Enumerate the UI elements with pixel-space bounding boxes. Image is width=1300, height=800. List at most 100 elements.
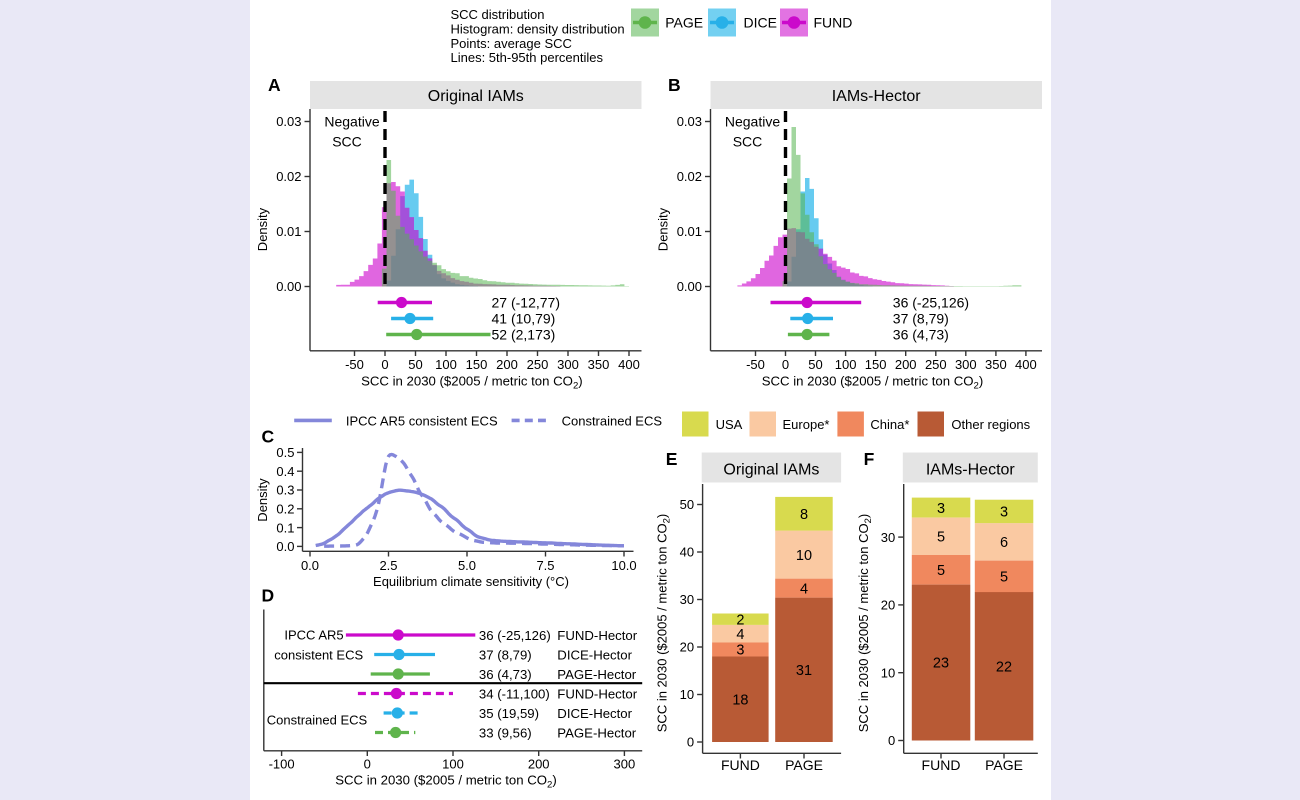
- svg-text:DICE: DICE: [744, 15, 777, 31]
- svg-text:D: D: [262, 585, 275, 605]
- svg-text:PAGE: PAGE: [985, 757, 1023, 773]
- svg-text:SCC: SCC: [733, 134, 763, 150]
- svg-text:SCC in 2030 ($2005 / metric to: SCC in 2030 ($2005 / metric ton CO2): [361, 374, 583, 392]
- svg-text:FUND: FUND: [814, 15, 853, 31]
- svg-text:20: 20: [881, 598, 895, 613]
- svg-text:20: 20: [680, 640, 694, 655]
- svg-text:consistent ECS: consistent ECS: [274, 647, 363, 662]
- svg-text:FUND-Hector: FUND-Hector: [557, 686, 637, 701]
- svg-text:IAMs-Hector: IAMs-Hector: [926, 462, 1016, 479]
- svg-text:10: 10: [680, 687, 694, 702]
- svg-text:Original IAMs: Original IAMs: [428, 88, 524, 105]
- svg-text:36 (4,73): 36 (4,73): [893, 326, 949, 342]
- svg-text:F: F: [864, 449, 875, 469]
- svg-text:3: 3: [736, 643, 744, 659]
- svg-text:0.02: 0.02: [276, 169, 301, 184]
- svg-text:IPCC AR5 consistent ECS: IPCC AR5 consistent ECS: [346, 413, 498, 428]
- svg-text:10: 10: [796, 548, 812, 564]
- svg-text:27 (-12,77): 27 (-12,77): [492, 294, 560, 310]
- svg-text:Density: Density: [656, 207, 671, 251]
- svg-text:36 (4,73): 36 (4,73): [479, 667, 532, 682]
- svg-text:300: 300: [955, 357, 977, 372]
- svg-text:30: 30: [680, 592, 694, 607]
- svg-text:100: 100: [435, 357, 457, 372]
- svg-text:10: 10: [881, 665, 895, 680]
- svg-text:200: 200: [895, 357, 917, 372]
- svg-text:18: 18: [732, 693, 748, 709]
- svg-text:5: 5: [1000, 570, 1008, 586]
- svg-text:0.01: 0.01: [276, 224, 301, 239]
- svg-text:SCC: SCC: [332, 134, 362, 150]
- svg-text:0: 0: [888, 733, 895, 748]
- svg-text:2.5: 2.5: [379, 558, 397, 573]
- svg-text:Original IAMs: Original IAMs: [723, 462, 819, 479]
- svg-text:PAGE: PAGE: [785, 757, 823, 773]
- svg-text:0.2: 0.2: [276, 502, 294, 517]
- svg-text:5: 5: [937, 530, 945, 546]
- svg-text:-100: -100: [269, 756, 295, 771]
- svg-text:SCC in 2030 ($2005 / metric to: SCC in 2030 ($2005 / metric ton CO2): [856, 514, 874, 732]
- svg-text:Europe*: Europe*: [783, 417, 830, 432]
- svg-text:40: 40: [680, 545, 694, 560]
- svg-text:5: 5: [937, 563, 945, 579]
- svg-text:Density: Density: [255, 478, 270, 522]
- svg-text:34 (-11,100): 34 (-11,100): [479, 686, 550, 701]
- svg-text:0.4: 0.4: [276, 464, 294, 479]
- svg-text:SCC in 2030 ($2005 / metric to: SCC in 2030 ($2005 / metric ton CO2): [655, 514, 673, 732]
- svg-text:SCC distribution: SCC distribution: [451, 7, 545, 22]
- svg-text:SCC in 2030 ($2005 / metric to: SCC in 2030 ($2005 / metric ton CO2): [335, 773, 557, 791]
- svg-text:41 (10,79): 41 (10,79): [492, 310, 556, 326]
- svg-text:0.3: 0.3: [276, 483, 294, 498]
- svg-text:4: 4: [736, 627, 744, 643]
- svg-text:Points: average SCC: Points: average SCC: [451, 36, 572, 51]
- svg-text:30: 30: [881, 530, 895, 545]
- svg-text:10.0: 10.0: [611, 558, 636, 573]
- svg-text:-50: -50: [746, 357, 765, 372]
- svg-text:50: 50: [408, 357, 422, 372]
- svg-text:350: 350: [985, 357, 1007, 372]
- svg-text:150: 150: [466, 357, 488, 372]
- svg-text:Negative: Negative: [725, 114, 780, 130]
- svg-text:0.0: 0.0: [301, 558, 319, 573]
- svg-text:0: 0: [381, 357, 388, 372]
- svg-text:FUND-Hector: FUND-Hector: [557, 628, 637, 643]
- svg-text:0.00: 0.00: [677, 279, 702, 294]
- svg-text:-50: -50: [345, 357, 364, 372]
- svg-text:100: 100: [442, 756, 464, 771]
- svg-text:250: 250: [925, 357, 947, 372]
- svg-text:100: 100: [835, 357, 857, 372]
- svg-text:250: 250: [527, 357, 549, 372]
- svg-text:33 (9,56): 33 (9,56): [479, 725, 532, 740]
- svg-text:B: B: [668, 75, 681, 95]
- svg-text:200: 200: [496, 357, 518, 372]
- svg-text:300: 300: [614, 756, 636, 771]
- svg-text:USA: USA: [716, 417, 743, 432]
- svg-text:Histogram: density distributio: Histogram: density distribution: [451, 21, 625, 36]
- svg-text:400: 400: [1015, 357, 1037, 372]
- svg-text:IPCC AR5: IPCC AR5: [284, 628, 343, 643]
- svg-text:C: C: [262, 427, 275, 447]
- svg-text:200: 200: [528, 756, 550, 771]
- svg-text:36 (-25,126): 36 (-25,126): [479, 628, 551, 643]
- svg-text:52 (2,173): 52 (2,173): [492, 326, 556, 342]
- svg-text:Constrained ECS: Constrained ECS: [562, 413, 663, 428]
- svg-text:22: 22: [996, 660, 1012, 676]
- svg-text:31: 31: [796, 663, 812, 679]
- svg-text:0: 0: [687, 735, 694, 750]
- svg-text:0.03: 0.03: [276, 114, 301, 129]
- svg-text:2: 2: [736, 612, 744, 628]
- svg-text:PAGE-Hector: PAGE-Hector: [557, 725, 637, 740]
- svg-text:6: 6: [1000, 535, 1008, 551]
- svg-text:23: 23: [933, 656, 949, 672]
- svg-text:PAGE-Hector: PAGE-Hector: [557, 667, 637, 682]
- svg-text:3: 3: [937, 501, 945, 517]
- svg-text:0: 0: [364, 756, 371, 771]
- svg-text:Density: Density: [255, 207, 270, 251]
- svg-text:350: 350: [588, 357, 610, 372]
- svg-text:300: 300: [557, 357, 579, 372]
- svg-text:China*: China*: [870, 417, 909, 432]
- svg-text:PAGE: PAGE: [665, 15, 703, 31]
- svg-text:0: 0: [782, 357, 789, 372]
- svg-text:7.5: 7.5: [536, 558, 554, 573]
- svg-text:Equilibrium climate sensitivit: Equilibrium climate sensitivity (°C): [373, 574, 569, 589]
